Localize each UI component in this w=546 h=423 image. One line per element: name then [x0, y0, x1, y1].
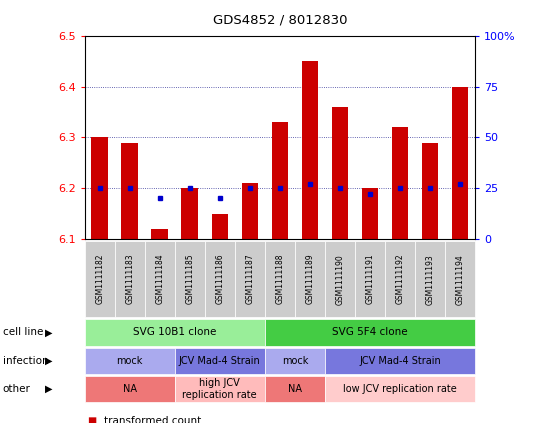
Bar [452, 87, 468, 239]
Bar [361, 188, 378, 239]
Text: ▶: ▶ [45, 327, 53, 338]
Text: GSM1111186: GSM1111186 [215, 254, 224, 305]
Text: transformed count: transformed count [104, 416, 201, 423]
Text: ▶: ▶ [45, 384, 53, 394]
Text: GSM1111194: GSM1111194 [455, 254, 465, 305]
Text: JCV Mad-4 Strain: JCV Mad-4 Strain [179, 356, 260, 366]
Bar [181, 188, 198, 239]
Bar [391, 127, 408, 239]
Text: ■: ■ [87, 416, 97, 423]
Text: GSM1111188: GSM1111188 [275, 254, 284, 305]
Text: ▶: ▶ [45, 356, 53, 366]
Text: GDS4852 / 8012830: GDS4852 / 8012830 [212, 14, 347, 27]
Text: GSM1111182: GSM1111182 [95, 254, 104, 305]
Text: infection: infection [3, 356, 49, 366]
Text: low JCV replication rate: low JCV replication rate [343, 384, 457, 394]
Text: GSM1111184: GSM1111184 [155, 254, 164, 305]
Text: GSM1111185: GSM1111185 [185, 254, 194, 305]
Text: GSM1111190: GSM1111190 [335, 254, 345, 305]
Text: NA: NA [123, 384, 136, 394]
Text: SVG 5F4 clone: SVG 5F4 clone [332, 327, 408, 338]
Text: high JCV
replication rate: high JCV replication rate [182, 378, 257, 400]
Text: other: other [3, 384, 31, 394]
Bar [241, 183, 258, 239]
Bar [271, 122, 288, 239]
Bar [121, 143, 138, 239]
Bar [422, 143, 438, 239]
Bar [151, 229, 168, 239]
Text: NA: NA [288, 384, 302, 394]
Text: GSM1111192: GSM1111192 [395, 254, 405, 305]
Bar [91, 137, 108, 239]
Text: GSM1111183: GSM1111183 [125, 254, 134, 305]
Bar [211, 214, 228, 239]
Text: mock: mock [116, 356, 143, 366]
Text: GSM1111187: GSM1111187 [245, 254, 254, 305]
Text: SVG 10B1 clone: SVG 10B1 clone [133, 327, 216, 338]
Text: JCV Mad-4 Strain: JCV Mad-4 Strain [359, 356, 441, 366]
Text: mock: mock [282, 356, 308, 366]
Text: GSM1111191: GSM1111191 [365, 254, 375, 305]
Text: GSM1111189: GSM1111189 [305, 254, 314, 305]
Bar [331, 107, 348, 239]
Text: cell line: cell line [3, 327, 43, 338]
Bar [301, 61, 318, 239]
Text: GSM1111193: GSM1111193 [425, 254, 435, 305]
